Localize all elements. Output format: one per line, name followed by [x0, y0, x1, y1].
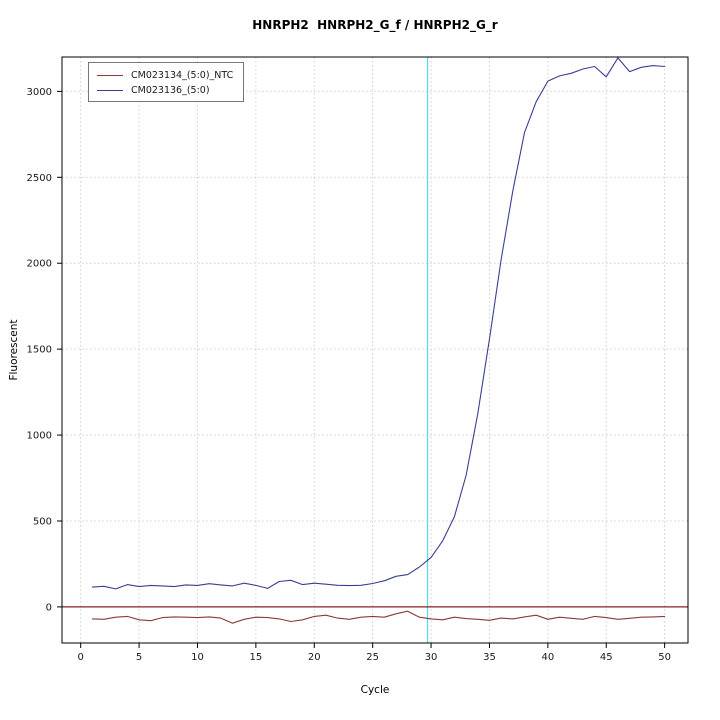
- x-tick-label: 20: [308, 652, 321, 663]
- x-tick-label: 40: [541, 652, 554, 663]
- y-tick-label: 0: [46, 602, 52, 613]
- x-tick-label: 25: [366, 652, 379, 663]
- legend-label-ntc: CM023134_(5:0)_NTC: [131, 70, 234, 81]
- plot-border: [61, 56, 689, 644]
- legend-item-sample: CM023136_(5:0): [97, 82, 233, 97]
- x-tick-label: 15: [250, 652, 263, 663]
- y-tick-label: 3000: [27, 87, 52, 98]
- legend-line-sample-target: [97, 90, 123, 91]
- legend-item-ntc: CM023134_(5:0)_NTC: [97, 67, 233, 82]
- x-tick-label: 45: [600, 652, 613, 663]
- x-tick-label: 50: [658, 652, 671, 663]
- x-tick-label: 30: [425, 652, 438, 663]
- x-axis-label: Cycle: [360, 684, 390, 696]
- y-tick-label: 2500: [27, 173, 52, 184]
- legend-label-sample: CM023136_(5:0): [131, 85, 210, 96]
- series-line-ntc: [91, 610, 666, 624]
- y-tick-label: 2000: [27, 259, 52, 270]
- y-tick-label: 500: [33, 516, 52, 527]
- y-tick-label: 1500: [27, 345, 52, 356]
- y-tick-label: 1000: [27, 431, 52, 442]
- x-tick-label: 10: [191, 652, 204, 663]
- chart-title: HNRPH2 HNRPH2_G_f / HNRPH2_G_r: [252, 18, 498, 32]
- x-tick-label: 0: [77, 652, 83, 663]
- legend-line-sample-ntc: [97, 75, 123, 76]
- legend: CM023134_(5:0)_NTC CM023136_(5:0): [88, 62, 245, 102]
- series-line-sample: [91, 57, 666, 590]
- x-tick-label: 5: [136, 652, 142, 663]
- x-tick-label: 35: [483, 652, 496, 663]
